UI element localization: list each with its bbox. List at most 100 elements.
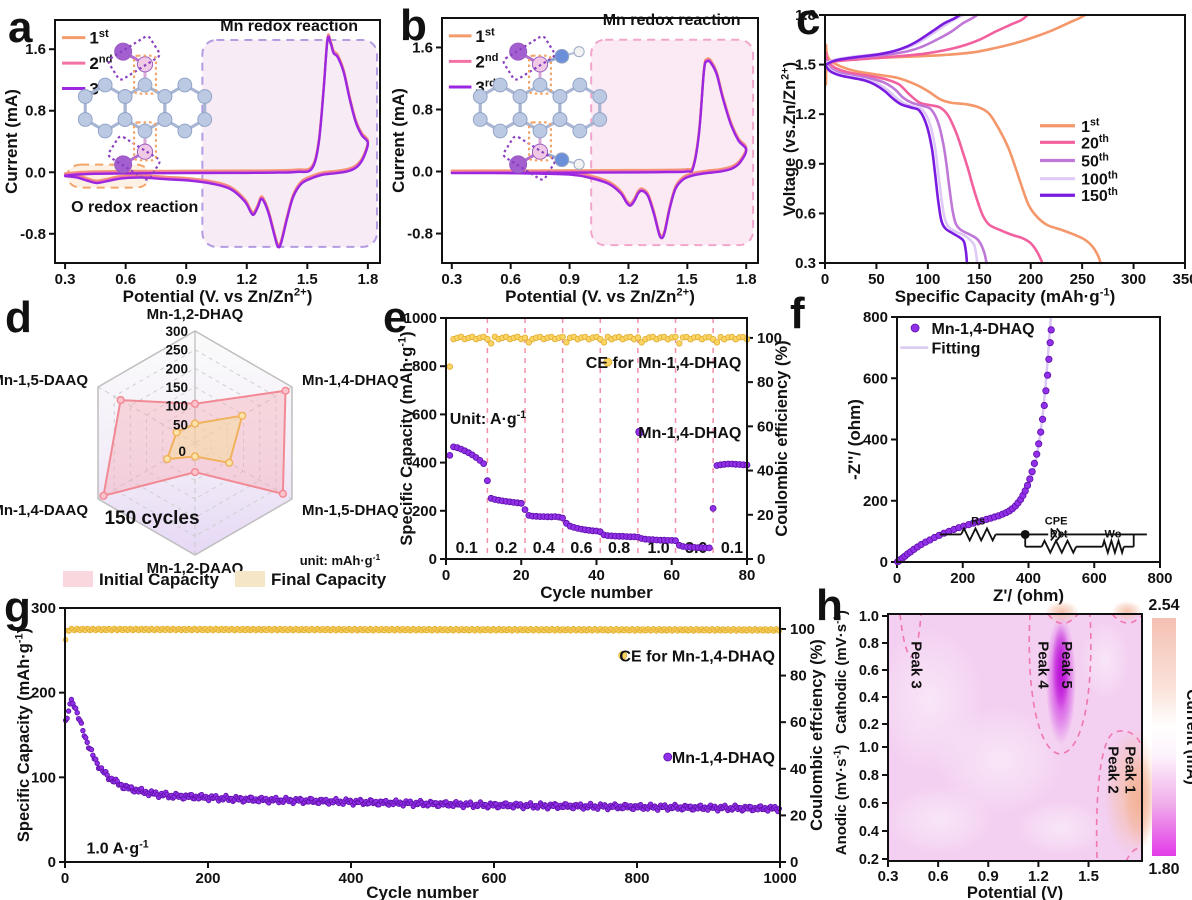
legend-marker — [910, 323, 920, 333]
y2-tick-label: 20 — [757, 507, 774, 524]
molecule-atom — [117, 112, 133, 127]
x-tick-label: 60 — [663, 567, 680, 584]
x-tick-label: 1.8 — [736, 271, 757, 288]
legend-label: Final Capacity — [271, 570, 387, 589]
x-axis-label: Potential (V. vs Zn/Zn2+​) — [123, 287, 313, 307]
y-tick-label: 200 — [863, 493, 888, 510]
radar-tick-label: 300 — [165, 324, 188, 339]
rate-label: 0.8 — [608, 540, 630, 557]
panel-letter-e: e — [383, 293, 408, 342]
radar-marker — [225, 458, 234, 467]
y-tick-label: 600 — [412, 406, 437, 423]
capacity-point — [706, 544, 713, 552]
molecule-atom — [554, 152, 570, 168]
ce-point — [676, 340, 683, 347]
legend-label: 50th​ — [1081, 151, 1109, 170]
x-tick-label: 350 — [1172, 271, 1192, 288]
eis-point — [1035, 440, 1043, 448]
eis-point — [1047, 326, 1055, 334]
radar-marker — [190, 399, 200, 408]
capacity-point — [78, 720, 85, 726]
molecule-atom — [573, 158, 585, 170]
x-tick-label: 0 — [61, 870, 69, 887]
radar-category-label: Mn-1,2-DHAQ — [147, 306, 244, 323]
legend-label: 1st​ — [475, 26, 495, 46]
y-axis-label: Voltage (vs.Zn/Zn2+​) — [780, 62, 799, 216]
molecule-atom — [554, 48, 570, 64]
capacity-point — [517, 499, 525, 507]
x-tick-label: 0 — [893, 570, 901, 587]
x-tick-label: 50 — [868, 271, 885, 288]
heatmap-peak5-core — [1052, 624, 1070, 712]
legend-label: Mn-1,4-DHAQ — [672, 750, 775, 767]
legend-marker — [663, 752, 673, 762]
y-axis-label: Specific Capacity (mAh·g-1​) — [397, 331, 416, 545]
x-tick-label: 0.6 — [500, 271, 521, 288]
rate-label: 0.1 — [721, 540, 743, 557]
y-tick-label: 800 — [412, 358, 437, 375]
molecule-atom — [532, 123, 548, 139]
capacity-point — [65, 708, 72, 714]
peak-label-peak-2: Peak 2 — [1105, 746, 1122, 794]
anodic-tick-label: 0.8 — [859, 768, 879, 784]
legend-label: 3rd​ — [475, 78, 496, 98]
y2-tick-label: 0 — [790, 854, 798, 871]
molecule-atom — [512, 89, 528, 104]
radar-unit-annotation: unit: mAh·g-1​ — [300, 552, 381, 568]
axes-frame — [54, 19, 381, 264]
ce-point — [484, 335, 491, 343]
eis-point — [1026, 475, 1034, 483]
eis-point — [1030, 459, 1039, 467]
capacity-point — [72, 705, 79, 711]
legend-label: 2nd​ — [89, 54, 112, 74]
x-tick-label: 0.6 — [115, 271, 136, 288]
radar-marker — [281, 386, 290, 395]
radar-tick-label: 0 — [178, 444, 186, 459]
peak-label-peak-5: Peak 5 — [1058, 641, 1075, 689]
molecule-atom — [572, 123, 588, 139]
y-tick-label: 200 — [412, 503, 437, 520]
legend-label: 20th​ — [1081, 133, 1109, 152]
colorbar-axis-label: Current (mA) — [1183, 689, 1192, 785]
molecule-atom — [572, 77, 588, 93]
legend-label: Mn-1,4-DHAQ — [932, 321, 1035, 338]
x-tick-label: 0.9 — [978, 868, 999, 885]
equivalent-circuit: Rs CPE Rct Wo — [939, 515, 1147, 556]
legend-label: CE for Mn-1,4-DHAQ — [619, 648, 775, 665]
y-tick-label: 1.6 — [412, 39, 433, 56]
molecule-atom — [512, 112, 528, 127]
circuit-label-wo: Wo — [1105, 529, 1122, 541]
molecule-atom — [197, 112, 213, 127]
capacity-point — [446, 451, 454, 459]
capacity-point — [80, 727, 86, 734]
legend-swatch — [235, 571, 265, 587]
y-tick-label: 400 — [863, 432, 888, 449]
cathodic-tick-label: 0.8 — [859, 636, 879, 652]
region-mn-redox-reaction — [201, 38, 378, 248]
y2-tick-label: 80 — [790, 668, 807, 685]
ce-point — [600, 339, 608, 346]
gcd-discharge-150th — [824, 65, 969, 265]
gcd-charge-150th — [824, 13, 961, 66]
axes-frame — [896, 316, 1161, 563]
y2-tick-label: 100 — [790, 621, 815, 638]
cathodic-tick-label: 0.2 — [859, 717, 879, 733]
panel-letter-h: h — [816, 581, 843, 630]
molecule-atom — [492, 123, 508, 139]
circuit-label-rs: Rs — [971, 515, 985, 527]
colorbar-max-label: 2.54 — [1148, 597, 1179, 614]
ce-point — [559, 333, 566, 341]
eis-point — [1023, 481, 1032, 489]
radar-marker — [190, 467, 200, 477]
x-tick-label: 1.5 — [677, 271, 698, 288]
y-axis-label: Current (mA) — [2, 89, 21, 194]
eis-point — [1033, 450, 1041, 458]
y2-tick-label: 60 — [757, 418, 774, 435]
panel-a-chart: 0.3 0.6 0.9 1.2 1.5 1.8 -0.8 0.0 0.8 1.6 Mn redox … — [2, 18, 381, 307]
y-tick-label: 0.0 — [25, 164, 46, 181]
heatmap-top-blob — [1112, 601, 1142, 621]
anodic-tick-label: 0.2 — [859, 852, 879, 868]
x-tick-label: 1.2 — [1028, 868, 1049, 885]
molecule-atom — [472, 112, 488, 127]
